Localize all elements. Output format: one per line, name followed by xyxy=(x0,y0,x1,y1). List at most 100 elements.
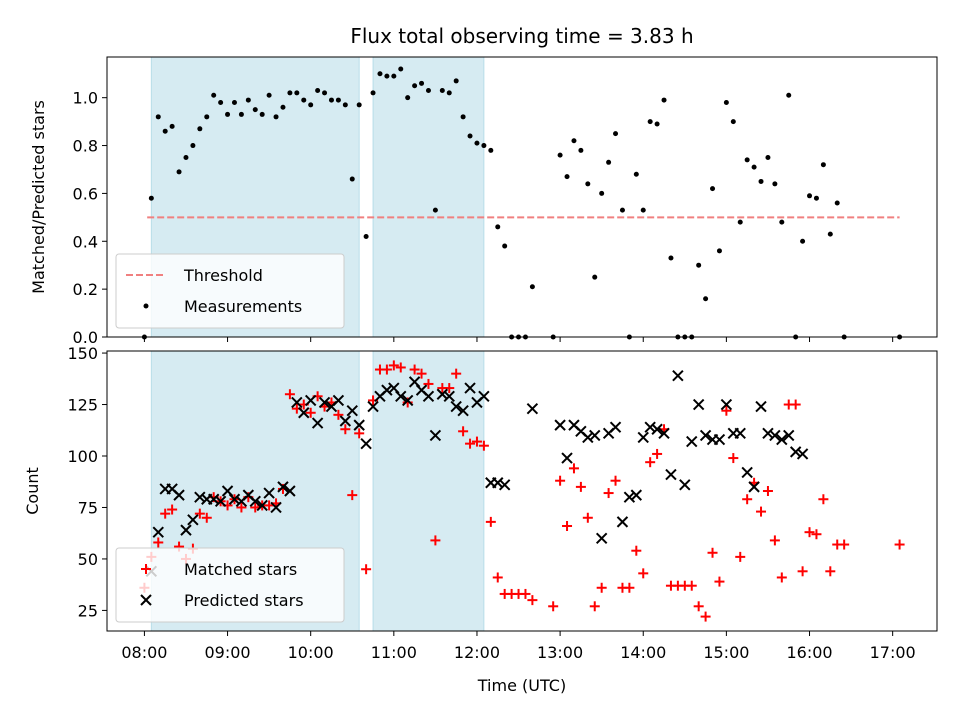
predicted-stars-point-80 xyxy=(741,466,753,479)
predicted-stars-point-12 xyxy=(228,493,241,505)
measurements-point-12 xyxy=(225,111,231,117)
predicted-stars-point-22 xyxy=(298,407,310,419)
matched-stars-point-63 xyxy=(589,601,600,612)
measurements-point-67 xyxy=(619,207,625,213)
matched-stars-point-56 xyxy=(527,595,538,606)
measurements-point-19 xyxy=(273,114,279,120)
measurements-point-89 xyxy=(772,181,778,187)
predicted-stars-point-72 xyxy=(686,435,698,448)
predicted-stars-point-53 xyxy=(554,419,566,431)
xtick-label-9: 17:00 xyxy=(870,643,916,662)
p1-ytick-label-0: 25 xyxy=(78,601,98,620)
matched-stars-point-51 xyxy=(492,572,503,583)
matched-stars-point-94 xyxy=(804,527,815,538)
measurements-point-78 xyxy=(696,262,702,268)
measurements-point-26 xyxy=(322,90,328,96)
xtick-label-4: 12:00 xyxy=(454,643,500,662)
predicted-stars-point-40 xyxy=(422,390,435,403)
matched-stars-point-57 xyxy=(548,601,559,612)
predicted-stars-point-4 xyxy=(173,489,185,501)
p0-frame xyxy=(106,56,938,338)
measurements-point-69 xyxy=(633,171,639,177)
measurements-point-81 xyxy=(716,248,722,254)
predicted-stars-point-88 xyxy=(796,448,809,460)
measurements-point-13 xyxy=(231,99,237,105)
matched-stars-point-95 xyxy=(811,529,822,540)
measurements-point-87 xyxy=(758,178,764,184)
p1-ytick-label-4: 125 xyxy=(67,396,98,415)
measurements-point-83 xyxy=(730,119,736,125)
predicted-stars-point-62 xyxy=(616,516,629,528)
matched-stars-point-8 xyxy=(194,508,205,519)
measurements-point-28 xyxy=(335,97,341,103)
xtick-label-2: 10:00 xyxy=(288,643,334,662)
predicted-stars-point-73 xyxy=(692,398,705,411)
predicted-stars-point-57 xyxy=(582,431,594,444)
xtick-label-7: 15:00 xyxy=(703,643,749,662)
matched-stars-point-31 xyxy=(354,428,365,439)
matched-stars-point-89 xyxy=(769,535,780,546)
predicted-stars-point-16 xyxy=(256,499,268,512)
predicted-stars-point-23 xyxy=(304,394,317,407)
predicted-stars-point-34 xyxy=(381,384,393,396)
measurements-point-85 xyxy=(744,157,750,163)
measurements-point-21 xyxy=(287,90,293,96)
matched-stars-point-100 xyxy=(894,539,905,550)
legend-label-predicted-stars: Predicted stars xyxy=(184,591,304,610)
matched-stars-point-3 xyxy=(160,508,171,519)
p1-xticks: 08:00 09:00 10:00 11:00 12:00 13:00 14:00 15:00… xyxy=(121,631,916,662)
measurements-point-58 xyxy=(557,152,563,158)
predicted-stars-point-69 xyxy=(665,468,677,481)
measurements-point-31 xyxy=(356,102,362,108)
legend-label-threshold: Threshold xyxy=(183,266,263,285)
predicted-stars-point-42 xyxy=(436,388,449,400)
predicted-stars-point-28 xyxy=(339,415,352,427)
predicted-stars-point-58 xyxy=(589,429,601,442)
predicted-stars-point-20 xyxy=(284,485,296,497)
measurements-point-74 xyxy=(668,255,674,261)
measurements-point-88 xyxy=(765,155,771,161)
p1-frame xyxy=(106,350,938,632)
measurements-point-79 xyxy=(703,296,709,302)
measurements-point-29 xyxy=(342,102,348,108)
matched-stars-point-28 xyxy=(333,409,344,420)
measurements-point-63 xyxy=(592,274,598,280)
measurements-point-17 xyxy=(259,111,265,117)
legend-marker-matched-stars xyxy=(141,564,151,574)
measurements-point-39 xyxy=(412,83,418,89)
predicted-stars-point-64 xyxy=(630,489,643,501)
matched-stars-point-18 xyxy=(264,500,275,511)
matched-stars-point-62 xyxy=(582,512,593,523)
legend-marker-measurements xyxy=(143,303,149,309)
measurements-point-61 xyxy=(578,147,584,153)
chart-title: Flux total observing time = 3.83 h xyxy=(350,24,693,48)
predicted-stars-point-50 xyxy=(492,477,504,489)
matched-stars-point-66 xyxy=(610,475,621,486)
predicted-stars-point-24 xyxy=(311,417,324,429)
matched-stars-point-45 xyxy=(451,368,462,379)
measurements-point-90 xyxy=(779,219,785,225)
predicted-stars-point-87 xyxy=(789,446,802,458)
predicted-stars-point-65 xyxy=(637,431,649,444)
predicted-stars-point-5 xyxy=(180,524,192,536)
predicted-stars-point-9 xyxy=(207,493,220,505)
predicted-stars-point-81 xyxy=(748,481,760,493)
measurements-point-97 xyxy=(827,231,833,237)
measurements-point-33 xyxy=(370,90,376,96)
measurements-point-5 xyxy=(176,169,182,175)
matched-stars-point-92 xyxy=(790,399,801,410)
p1-ytick-label-2: 75 xyxy=(78,498,98,517)
measurements-point-93 xyxy=(800,238,806,244)
matched-stars-point-79 xyxy=(700,611,711,622)
predicted-stars-point-61 xyxy=(609,421,622,433)
p0-shade-1 xyxy=(372,56,485,338)
measurements-point-98 xyxy=(834,200,840,206)
matched-stars-point-97 xyxy=(825,566,836,577)
p0-ytick-label-0: 0.0 xyxy=(73,328,98,347)
predicted-stars-point-77 xyxy=(720,398,733,411)
xtick-label-1: 09:00 xyxy=(204,643,250,662)
measurements-point-22 xyxy=(294,90,300,96)
predicted-stars-point-82 xyxy=(755,400,767,413)
p1-ylabel: Count xyxy=(23,467,42,515)
legend-label-matched-stars: Matched stars xyxy=(184,560,297,579)
